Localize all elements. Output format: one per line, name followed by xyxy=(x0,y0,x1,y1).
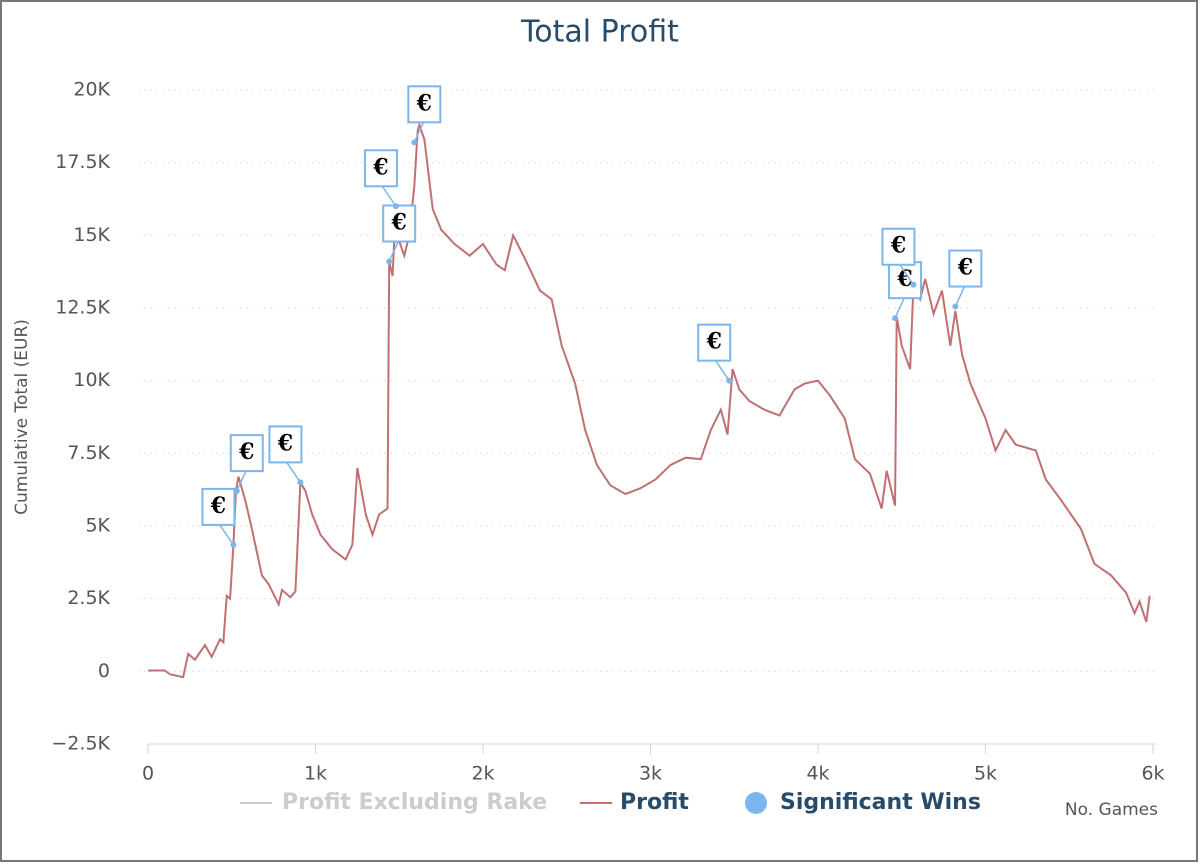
win-label-box xyxy=(363,149,398,188)
win-label-box xyxy=(948,249,983,288)
win-connector xyxy=(217,522,235,546)
win-label-box xyxy=(881,227,916,266)
y-tick-label: 20K xyxy=(73,79,110,101)
win-label-box xyxy=(201,487,236,526)
win-point xyxy=(386,258,393,265)
win-point xyxy=(230,541,237,548)
win-connector xyxy=(236,468,248,492)
y-tick-label: 0 xyxy=(98,660,110,682)
win-connector xyxy=(380,183,397,207)
y-tick-label: 2.5K xyxy=(67,587,110,609)
win-connector xyxy=(897,262,915,286)
win-label: € xyxy=(706,329,722,355)
win-label-box xyxy=(407,85,442,124)
win-label: € xyxy=(238,439,254,465)
win-connector xyxy=(284,459,302,483)
win-connector xyxy=(713,358,730,382)
y-tick-label: 7.5K xyxy=(67,442,110,464)
win-label: € xyxy=(210,493,226,519)
win-label-box xyxy=(697,323,732,362)
legend-symbol xyxy=(745,792,767,814)
win-point xyxy=(726,377,733,384)
x-tick-label: 1k xyxy=(304,763,327,785)
x-tick-label: 4k xyxy=(806,763,829,785)
win-label: € xyxy=(391,209,407,235)
win-connector xyxy=(413,120,426,143)
win-label: € xyxy=(372,154,388,180)
x-tick-label: 6k xyxy=(1141,763,1164,785)
win-label-box xyxy=(268,425,303,464)
chart-title: Total Profit xyxy=(520,15,679,50)
legend-label[interactable]: Profit Excluding Rake xyxy=(282,790,547,815)
win-label: € xyxy=(416,90,432,116)
x-tick-label: 3k xyxy=(639,763,662,785)
win-label-box xyxy=(888,261,923,300)
win-point xyxy=(411,139,418,146)
win-connector xyxy=(954,284,967,307)
win-connector xyxy=(388,239,400,262)
win-connector xyxy=(894,295,906,319)
win-point xyxy=(910,281,917,288)
win-label-box xyxy=(382,204,417,243)
legend-label[interactable]: Significant Wins xyxy=(780,790,981,815)
y-tick-label: 5K xyxy=(85,515,110,537)
x-tick-label: 0 xyxy=(142,763,154,785)
profit-line xyxy=(148,121,1151,679)
y-tick-label: 12.5K xyxy=(55,297,110,319)
win-point xyxy=(297,479,304,486)
x-tick-label: 5k xyxy=(974,763,997,785)
win-point xyxy=(392,203,399,210)
win-label: € xyxy=(957,255,973,281)
x-axis-title: No. Games xyxy=(1065,800,1158,820)
y-tick-label: 10K xyxy=(73,369,110,391)
y-axis-title: Cumulative Total (EUR) xyxy=(12,319,32,515)
y-tick-label: 15K xyxy=(73,224,110,246)
win-point xyxy=(892,315,899,322)
win-label: € xyxy=(890,233,906,259)
y-tick-label: −2.5K xyxy=(51,733,110,755)
win-point xyxy=(233,488,240,495)
legend-label[interactable]: Profit xyxy=(620,790,689,815)
x-tick-label: 2k xyxy=(471,763,494,785)
win-label: € xyxy=(896,266,912,292)
win-label: € xyxy=(277,430,293,456)
y-tick-label: 17.5K xyxy=(55,151,110,173)
win-point xyxy=(952,303,959,310)
win-label-box xyxy=(229,434,264,473)
